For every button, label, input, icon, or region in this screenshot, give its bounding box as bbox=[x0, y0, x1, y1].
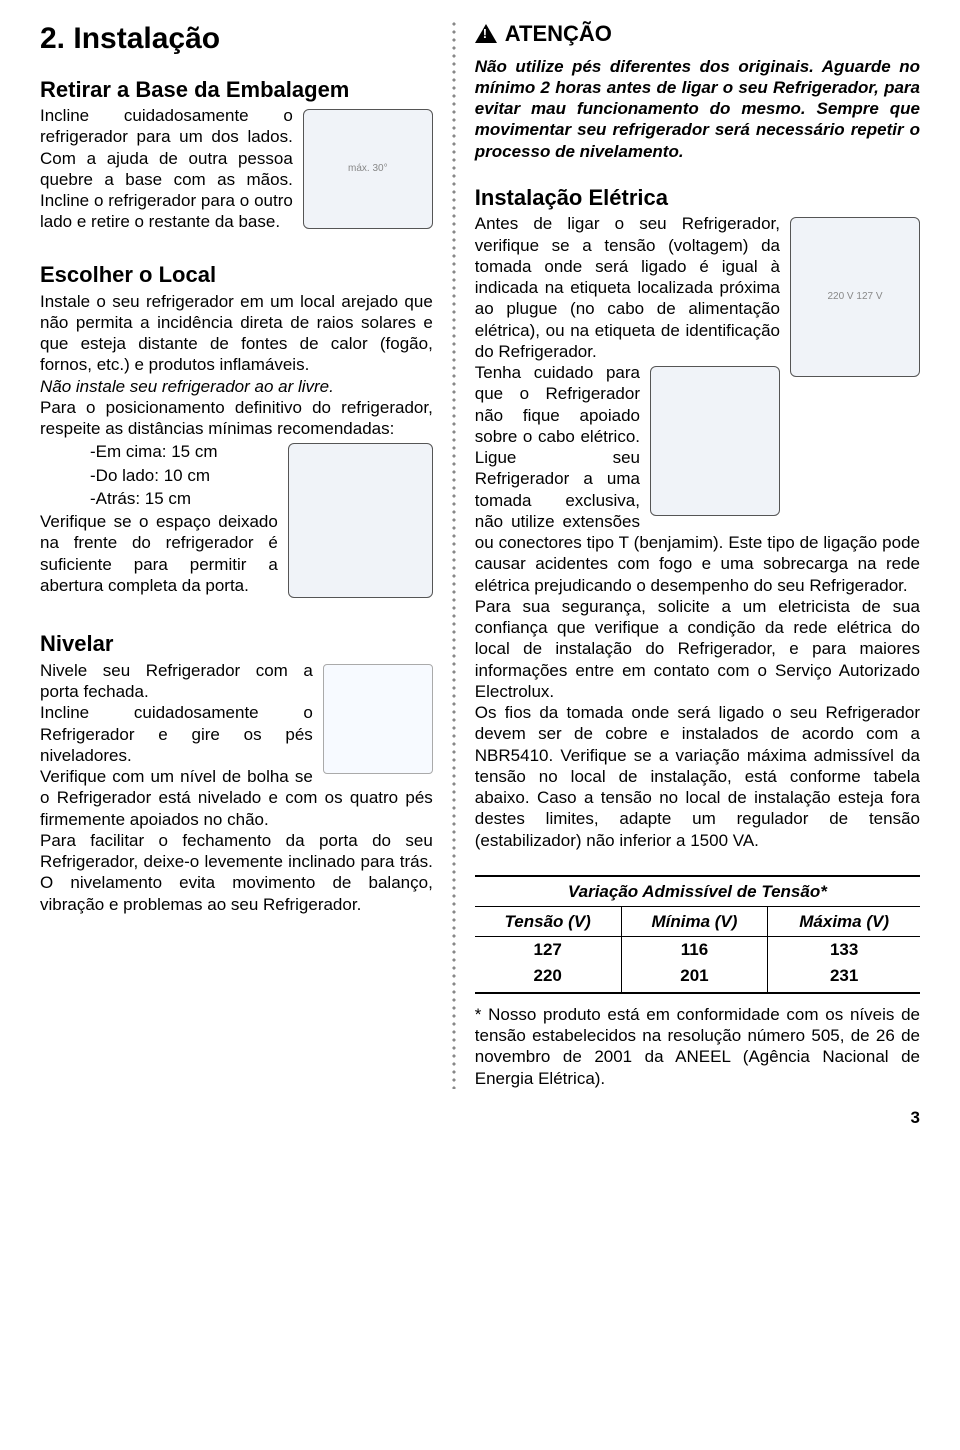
cell: 220 bbox=[475, 963, 621, 993]
heading-retirar: Retirar a Base da Embalagem bbox=[40, 76, 433, 104]
illustration-base-removal: máx. 30° bbox=[303, 109, 433, 229]
table-footnote: * Nosso produto está em conformidade com… bbox=[475, 1004, 920, 1089]
section-retirar: Retirar a Base da Embalagem máx. 30° Inc… bbox=[40, 76, 433, 238]
heading-eletrica: Instalação Elétrica bbox=[475, 184, 920, 212]
col-tensao: Tensão (V) bbox=[475, 907, 621, 937]
voltage-table: Variação Admissível de Tensão* Tensão (V… bbox=[475, 875, 920, 994]
col-maxima: Máxima (V) bbox=[768, 907, 920, 937]
section-escolher: Escolher o Local Instale o seu refrigera… bbox=[40, 261, 433, 606]
cell: 116 bbox=[621, 937, 768, 963]
para-ele-4: Os fios da tomada onde será ligado o seu… bbox=[475, 702, 920, 851]
illustration-voltage-outlet: 220 V 127 V bbox=[790, 217, 920, 377]
table-header-row: Tensão (V) Mínima (V) Máxima (V) bbox=[475, 907, 920, 937]
attention-body: Não utilize pés diferentes dos originais… bbox=[475, 56, 920, 162]
left-column: 2. Instalação Retirar a Base da Embalage… bbox=[40, 20, 451, 1089]
illustration-leveling-foot bbox=[323, 664, 433, 774]
table-row: 127 116 133 bbox=[475, 937, 920, 963]
para-niv-3: Verifique com um nível de bolha se o Ref… bbox=[40, 766, 433, 830]
right-column: ATENÇÃO Não utilize pés diferentes dos o… bbox=[457, 20, 920, 1089]
heading-escolher: Escolher o Local bbox=[40, 261, 433, 289]
page-number: 3 bbox=[40, 1107, 920, 1128]
warning-triangle-icon bbox=[475, 24, 497, 43]
ill-label-220v: 220 V bbox=[827, 291, 853, 304]
para-escolher-2: Para o posicionamento definitivo do refr… bbox=[40, 397, 433, 440]
illustration-no-t-connector bbox=[650, 366, 780, 516]
section-nivelar: Nivelar Nivele seu Refrigerador com a po… bbox=[40, 630, 433, 915]
table-caption: Variação Admissível de Tensão* bbox=[475, 875, 920, 907]
para-ele-3: Para sua segurança, solicite a um eletri… bbox=[475, 596, 920, 702]
para-escolher-1: Instale o seu refrigerador em um local a… bbox=[40, 291, 433, 376]
page-columns: 2. Instalação Retirar a Base da Embalage… bbox=[40, 20, 920, 1089]
main-heading: 2. Instalação bbox=[40, 20, 433, 58]
illustration-spacing bbox=[288, 443, 433, 598]
attention-heading: ATENÇÃO bbox=[475, 20, 920, 48]
col-minima: Mínima (V) bbox=[621, 907, 768, 937]
ill-label-127v: 127 V bbox=[856, 291, 882, 304]
cell: 231 bbox=[768, 963, 920, 993]
attention-label: ATENÇÃO bbox=[505, 20, 612, 48]
para-escolher-em: Não instale seu refrigerador ao ar livre… bbox=[40, 376, 433, 397]
cell: 201 bbox=[621, 963, 768, 993]
table-row: 220 201 231 bbox=[475, 963, 920, 993]
cell: 127 bbox=[475, 937, 621, 963]
heading-nivelar: Nivelar bbox=[40, 630, 433, 658]
section-eletrica: Instalação Elétrica 220 V 127 V Antes de… bbox=[475, 184, 920, 851]
ill-label-max30: máx. 30° bbox=[348, 163, 388, 176]
para-niv-4: Para facilitar o fechamento da porta do … bbox=[40, 830, 433, 915]
cell: 133 bbox=[768, 937, 920, 963]
